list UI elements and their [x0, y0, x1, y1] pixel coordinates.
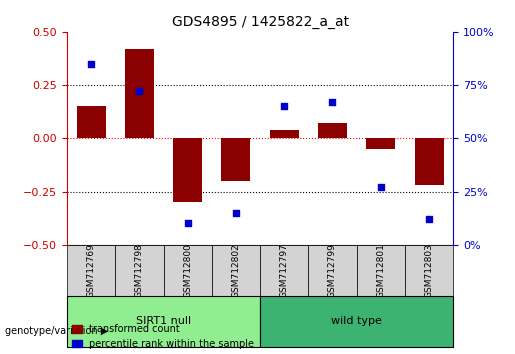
Point [376, 184, 385, 190]
Bar [125, 49, 154, 138]
FancyBboxPatch shape [260, 245, 308, 296]
Title: GDS4895 / 1425822_a_at: GDS4895 / 1425822_a_at [171, 16, 349, 29]
Point [329, 99, 337, 105]
Text: GSM712769: GSM712769 [87, 243, 96, 298]
FancyBboxPatch shape [405, 245, 453, 296]
Bar [173, 138, 202, 202]
Text: GSM712798: GSM712798 [135, 243, 144, 298]
Text: GSM712803: GSM712803 [424, 243, 434, 298]
FancyBboxPatch shape [67, 245, 115, 296]
FancyBboxPatch shape [67, 296, 260, 347]
FancyBboxPatch shape [308, 245, 356, 296]
Text: wild type: wild type [331, 316, 382, 326]
Text: SIRT1 null: SIRT1 null [136, 316, 191, 326]
Bar [221, 138, 250, 181]
Point [135, 88, 144, 94]
Bar [366, 138, 396, 149]
Text: GSM712801: GSM712801 [376, 243, 385, 298]
Bar [77, 106, 106, 138]
FancyBboxPatch shape [260, 296, 453, 347]
Bar [415, 138, 443, 185]
Text: genotype/variation ▶: genotype/variation ▶ [5, 326, 108, 336]
Legend: transformed count, percentile rank within the sample: transformed count, percentile rank withi… [72, 324, 254, 349]
Point [280, 103, 288, 109]
Point [425, 216, 433, 222]
Text: GSM712799: GSM712799 [328, 243, 337, 298]
Point [183, 221, 192, 226]
Text: GSM712797: GSM712797 [280, 243, 289, 298]
FancyBboxPatch shape [163, 245, 212, 296]
FancyBboxPatch shape [212, 245, 260, 296]
Bar [318, 124, 347, 138]
Bar [270, 130, 299, 138]
FancyBboxPatch shape [115, 245, 163, 296]
FancyBboxPatch shape [356, 245, 405, 296]
Text: GSM712800: GSM712800 [183, 243, 192, 298]
Point [232, 210, 240, 216]
Text: GSM712802: GSM712802 [231, 243, 241, 298]
Point [87, 61, 95, 67]
